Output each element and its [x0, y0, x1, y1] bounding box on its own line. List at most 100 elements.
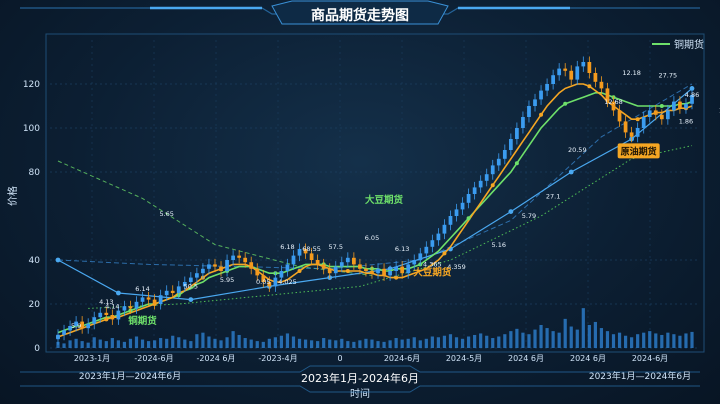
candle-body	[647, 110, 652, 117]
candle-body	[430, 240, 435, 247]
candle-body	[641, 117, 646, 128]
candle-body	[273, 277, 278, 287]
volume-bar	[213, 338, 217, 348]
data-label: 6.14	[135, 285, 149, 293]
volume-bar	[533, 329, 537, 348]
candle-body	[309, 253, 314, 260]
volume-bar	[599, 328, 604, 348]
trend-blue-point	[55, 257, 61, 263]
data-label: 27.1	[546, 192, 560, 200]
volume-bar	[122, 341, 127, 348]
volume-bar	[623, 335, 628, 348]
y-tick-label: 120	[23, 80, 40, 90]
volume-bar	[153, 340, 157, 348]
dashed-blue-line	[57, 83, 693, 270]
candle-body	[551, 75, 555, 84]
volume-bar	[303, 339, 308, 348]
volume-bar	[297, 338, 302, 348]
candle-body	[496, 158, 501, 166]
volume-bar	[334, 340, 338, 348]
data-labels: 5.9 4.134.14 6.14 50.5 5.95 6.18 68.55 57.5 5.65…	[71, 69, 720, 330]
candle-body	[219, 266, 223, 271]
data-label: 4.025	[278, 278, 297, 286]
candle-body	[599, 81, 604, 89]
volume-bar	[322, 338, 326, 348]
candle-body	[146, 297, 151, 300]
ma-orange-point	[587, 84, 592, 89]
trend-blue-point	[188, 297, 194, 302]
volume-bar	[424, 338, 428, 348]
x-tick-label: 2024-5月	[446, 354, 482, 363]
series-label: 大豆期货	[365, 194, 404, 206]
candle-body	[533, 99, 537, 106]
grid	[50, 40, 700, 349]
volume-bar	[177, 337, 181, 348]
data-label: 4.359	[447, 263, 466, 271]
candle-body	[653, 110, 658, 115]
volume-bar	[310, 340, 314, 348]
x-tick-label: -2024-6月	[134, 354, 173, 363]
y-axis: 0 20 40 80 100 120	[23, 80, 40, 354]
candle-body	[635, 128, 640, 137]
volume-bar	[189, 341, 193, 348]
volume-bar	[231, 331, 235, 348]
candle-body	[345, 257, 350, 263]
volume-bar	[56, 341, 60, 348]
candle-body	[201, 268, 205, 274]
volume-bar	[316, 341, 320, 348]
series-label: 大豆期货	[413, 266, 452, 278]
volume-bar	[454, 337, 459, 348]
candle-body	[623, 121, 628, 133]
candle-body	[665, 110, 670, 120]
range-label-center: 2023年1月-2024年6月	[301, 371, 419, 385]
ma-green-point	[563, 101, 568, 106]
volume-bar	[648, 331, 652, 348]
volume-bar	[605, 331, 610, 348]
series-lines	[55, 83, 695, 339]
volume-bar	[382, 341, 386, 348]
volume-bar	[140, 339, 145, 348]
candle-body	[80, 321, 85, 329]
candle-body	[140, 297, 145, 302]
candle-body	[188, 277, 193, 282]
y-axis-title: 价格	[6, 186, 19, 206]
range-band	[20, 365, 700, 393]
volume-bar	[593, 321, 597, 348]
candle-body	[418, 253, 423, 260]
ma-green-point	[466, 216, 471, 221]
ma-orange-point	[539, 112, 544, 117]
candle-body	[478, 180, 483, 188]
volume-bar	[690, 331, 694, 348]
y-tick-label: 80	[29, 168, 41, 178]
candle-body	[575, 66, 580, 80]
x-axis-title: 时间	[350, 387, 370, 400]
candle-body	[237, 255, 242, 258]
candle-body	[333, 266, 338, 274]
candle-body	[672, 101, 676, 111]
data-label: 20.59	[568, 146, 587, 154]
volume-bar	[207, 336, 211, 348]
ma-orange-point	[442, 251, 447, 256]
trend-blue-point	[115, 290, 121, 296]
range-label-left: 2023年1月—2024年6月	[79, 370, 181, 382]
candle-body	[98, 312, 103, 318]
candle-body	[164, 290, 169, 296]
candle-body	[195, 273, 199, 278]
volume-bar	[466, 336, 471, 348]
candle-body	[502, 150, 507, 159]
data-label: 5.65	[159, 210, 173, 218]
data-label: 4.365	[423, 261, 442, 269]
volume-bar	[340, 338, 344, 348]
ma-orange-line	[57, 83, 693, 338]
data-label: 6.05	[365, 234, 379, 242]
candle-body	[74, 321, 78, 326]
volume-bar	[479, 333, 483, 348]
candlesticks	[56, 56, 694, 345]
candle-body	[659, 114, 664, 120]
data-label: 68.55	[302, 245, 321, 253]
volume-bar	[195, 334, 199, 348]
candle-body	[605, 88, 610, 102]
x-tick-label: 0	[337, 354, 342, 363]
